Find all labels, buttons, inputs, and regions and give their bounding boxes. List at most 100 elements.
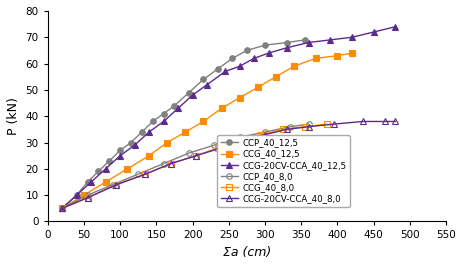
CCG-20CV-CCA_40_8,0 (306, 125, 311, 128)
CCG-20CV-CCA_40_8,0 (393, 120, 398, 123)
CCG-20CV-CCA_40_12,5 (88, 180, 94, 184)
CCP_40_8,0 (212, 144, 217, 147)
CCG-20CV-CCA_40_8,0 (194, 154, 199, 157)
CCP_40_12,5 (186, 91, 192, 94)
CCG_40_8,0 (281, 128, 286, 131)
CCG_40_12,5 (125, 167, 130, 171)
CCG-20CV-CCA_40_12,5 (237, 65, 243, 68)
CCP_40_12,5 (172, 104, 177, 107)
CCG-20CV-CCA_40_12,5 (204, 83, 210, 86)
CCP_40_12,5 (128, 141, 134, 144)
CCG_40_8,0 (324, 123, 329, 126)
CCP_40_12,5 (215, 67, 221, 70)
CCG_40_12,5 (255, 86, 261, 89)
CCG_40_12,5 (200, 120, 206, 123)
CCG_40_12,5 (335, 54, 340, 57)
Legend: CCP_40_12,5, CCG_40_12,5, CCG-20CV-CCA_40_12,5, CCP_40_8,0, CCG_40_8,0, CCG-20CV: CCP_40_12,5, CCG_40_12,5, CCG-20CV-CCA_4… (217, 135, 350, 207)
Line: CCP_40_8,0: CCP_40_8,0 (59, 121, 311, 211)
CCP_40_12,5 (161, 112, 166, 115)
CCP_40_12,5 (106, 159, 112, 163)
CCP_40_12,5 (284, 41, 289, 44)
CCG_40_12,5 (59, 207, 65, 210)
CCP_40_12,5 (230, 57, 235, 60)
CCG_40_12,5 (81, 194, 87, 197)
CCG_40_8,0 (168, 162, 174, 165)
CCG-20CV-CCA_40_12,5 (175, 107, 181, 110)
CCG-20CV-CCA_40_8,0 (85, 196, 90, 200)
CCG_40_8,0 (143, 173, 148, 176)
CCP_40_12,5 (150, 120, 156, 123)
CCG-20CV-CCA_40_8,0 (59, 207, 65, 210)
CCG_40_12,5 (291, 65, 297, 68)
CCG-20CV-CCA_40_8,0 (168, 162, 174, 165)
CCP_40_8,0 (161, 162, 166, 165)
CCP_40_8,0 (306, 123, 311, 126)
Y-axis label: P (kN): P (kN) (7, 97, 20, 135)
CCP_40_12,5 (59, 207, 65, 210)
CCP_40_8,0 (186, 151, 192, 155)
CCG_40_8,0 (85, 196, 90, 200)
CCG_40_12,5 (349, 51, 355, 55)
CCP_40_8,0 (262, 130, 268, 134)
CCG-20CV-CCA_40_12,5 (251, 57, 257, 60)
CCG-20CV-CCA_40_12,5 (146, 130, 152, 134)
CCG-20CV-CCA_40_12,5 (117, 154, 123, 157)
CCG-20CV-CCA_40_8,0 (360, 120, 366, 123)
CCG_40_8,0 (302, 125, 307, 128)
CCG-20CV-CCA_40_12,5 (371, 30, 376, 34)
CCP_40_8,0 (136, 173, 141, 176)
CCP_40_8,0 (237, 136, 243, 139)
Line: CCG_40_12,5: CCG_40_12,5 (59, 50, 355, 211)
CCG-20CV-CCA_40_12,5 (74, 194, 80, 197)
CCG-20CV-CCA_40_8,0 (114, 183, 119, 186)
CCG-20CV-CCA_40_12,5 (306, 41, 311, 44)
Line: CCG-20CV-CCA_40_12,5: CCG-20CV-CCA_40_12,5 (59, 24, 398, 211)
CCG_40_12,5 (219, 107, 225, 110)
CCP_40_12,5 (117, 149, 123, 152)
CCG-20CV-CCA_40_12,5 (132, 144, 138, 147)
CCG-20CV-CCA_40_12,5 (103, 167, 108, 171)
CCG-20CV-CCA_40_12,5 (349, 36, 355, 39)
CCG-20CV-CCA_40_12,5 (266, 51, 271, 55)
CCP_40_8,0 (288, 125, 293, 128)
CCP_40_8,0 (110, 183, 116, 186)
Line: CCG-20CV-CCA_40_8,0: CCG-20CV-CCA_40_8,0 (59, 119, 398, 211)
CCG_40_8,0 (259, 133, 264, 136)
Line: CCP_40_12,5: CCP_40_12,5 (59, 37, 307, 211)
CCP_40_12,5 (200, 78, 206, 81)
CCG_40_12,5 (146, 154, 152, 157)
CCP_40_12,5 (302, 38, 307, 41)
CCG-20CV-CCA_40_8,0 (143, 173, 148, 176)
CCG_40_8,0 (237, 138, 243, 142)
CCG-20CV-CCA_40_8,0 (240, 138, 246, 142)
CCP_40_12,5 (262, 44, 268, 47)
CCG-20CV-CCA_40_8,0 (382, 120, 388, 123)
CCG_40_12,5 (182, 130, 188, 134)
CCG_40_8,0 (215, 146, 221, 149)
CCP_40_12,5 (85, 180, 90, 184)
CCG_40_8,0 (114, 183, 119, 186)
CCP_40_8,0 (85, 194, 90, 197)
CCG-20CV-CCA_40_12,5 (190, 94, 195, 97)
CCP_40_12,5 (244, 49, 250, 52)
CCP_40_12,5 (74, 194, 80, 197)
CCP_40_12,5 (95, 170, 101, 173)
CCG_40_12,5 (103, 180, 108, 184)
CCG-20CV-CCA_40_12,5 (284, 46, 289, 49)
CCG-20CV-CCA_40_12,5 (393, 25, 398, 28)
CCG-20CV-CCA_40_8,0 (284, 128, 289, 131)
CCG-20CV-CCA_40_8,0 (219, 146, 225, 149)
CCP_40_12,5 (139, 130, 144, 134)
X-axis label: Σa (cm): Σa (cm) (223, 246, 271, 259)
CCG_40_12,5 (313, 57, 319, 60)
CCG-20CV-CCA_40_12,5 (161, 120, 166, 123)
CCG-20CV-CCA_40_8,0 (262, 133, 268, 136)
CCG-20CV-CCA_40_12,5 (222, 70, 228, 73)
CCG_40_12,5 (237, 96, 243, 99)
CCP_40_8,0 (59, 207, 65, 210)
CCG-20CV-CCA_40_12,5 (327, 38, 333, 41)
Line: CCG_40_8,0: CCG_40_8,0 (59, 121, 329, 211)
CCG-20CV-CCA_40_12,5 (59, 207, 65, 210)
CCG-20CV-CCA_40_8,0 (331, 123, 337, 126)
CCG_40_12,5 (164, 141, 170, 144)
